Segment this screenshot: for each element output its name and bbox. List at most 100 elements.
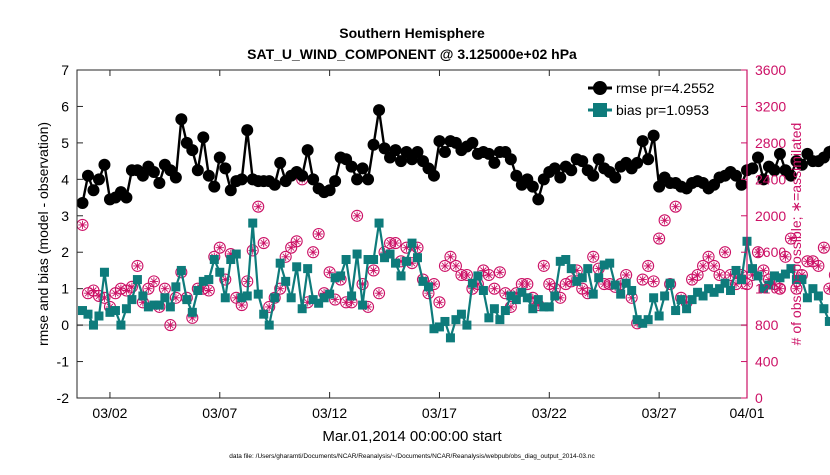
rmse-point	[170, 172, 182, 184]
rmse-point	[203, 170, 215, 182]
rmse-point	[87, 184, 99, 196]
assimilated-obs-point	[287, 244, 295, 252]
bias-point	[336, 271, 345, 280]
bias-point	[484, 313, 493, 322]
rmse-point	[148, 166, 160, 178]
bias-point	[501, 306, 510, 315]
bias-point	[402, 257, 411, 266]
assimilated-obs-point	[671, 203, 679, 211]
x-tick-label: 04/01	[729, 405, 764, 421]
rmse-point	[390, 144, 402, 156]
bias-point	[210, 255, 219, 264]
bias-point	[655, 312, 664, 321]
legend-rmse-marker	[593, 81, 607, 95]
assimilated-obs-point	[523, 280, 531, 288]
bias-point	[523, 293, 532, 302]
rmse-point	[587, 170, 599, 182]
y-tick-label-left: 5	[61, 135, 69, 151]
rmse-point	[362, 173, 374, 185]
bias-point	[342, 255, 351, 264]
assimilated-obs-point	[260, 239, 268, 247]
bias-point	[248, 219, 257, 228]
assimilated-obs-point	[688, 275, 696, 283]
bias-point	[424, 282, 433, 291]
bias-point	[408, 239, 417, 248]
bias-point	[649, 293, 658, 302]
bias-point	[221, 293, 230, 302]
assimilated-obs-point	[693, 271, 701, 279]
rmse-point	[736, 179, 748, 191]
x-tick-label: 03/07	[202, 405, 237, 421]
bias-point	[589, 290, 598, 299]
rmse-point	[274, 157, 286, 169]
rmse-point	[351, 173, 363, 185]
rmse-point	[346, 161, 358, 173]
bias-point	[677, 295, 686, 304]
bias-point	[127, 295, 136, 304]
bias-point	[188, 308, 197, 317]
bias-point	[732, 266, 741, 275]
rmse-point	[241, 124, 253, 136]
assimilated-obs-point	[166, 321, 174, 329]
bias-point	[133, 275, 142, 284]
bias-point	[358, 301, 367, 310]
assimilated-obs-point	[391, 239, 399, 247]
bias-point	[83, 310, 92, 319]
y-tick-label-right: 3200	[755, 98, 786, 114]
chart-subtitle: SAT_U_WIND_COMPONENT @ 3.125000e+02 hPa	[247, 46, 577, 62]
assimilated-obs-point	[133, 262, 141, 270]
bias-point	[671, 306, 680, 315]
rmse-point	[236, 173, 248, 185]
bias-point	[89, 321, 98, 330]
bias-point	[644, 315, 653, 324]
assimilated-obs-point	[485, 271, 493, 279]
bias-point	[386, 250, 395, 259]
assimilated-obs-point	[699, 262, 707, 270]
bias-point	[177, 266, 186, 275]
y-tick-label-left: 6	[61, 98, 69, 114]
assimilated-obs-point	[78, 221, 86, 229]
assimilated-obs-point	[122, 286, 130, 294]
bias-point	[265, 321, 274, 330]
bias-point	[111, 306, 120, 315]
bias-point	[660, 291, 669, 300]
bias-point	[391, 259, 400, 268]
rmse-point	[175, 113, 187, 125]
y-tick-label-right: 2400	[755, 171, 786, 187]
bias-point	[193, 286, 202, 295]
assimilated-obs-point	[150, 277, 158, 285]
x-tick-label: 03/22	[532, 405, 567, 421]
bias-point	[726, 286, 735, 295]
bias-point	[495, 315, 504, 324]
bias-point	[457, 310, 466, 319]
bias-point	[528, 304, 537, 313]
rmse-point	[76, 197, 88, 209]
legend-bias-marker	[593, 103, 607, 117]
bias-point	[204, 275, 213, 284]
bias-point	[138, 291, 147, 300]
rmse-point	[82, 170, 94, 182]
y-tick-label-right: 3600	[755, 62, 786, 78]
rmse-point	[488, 157, 500, 169]
y-tick-label-left: 7	[61, 62, 69, 78]
assimilated-obs-point	[353, 212, 361, 220]
bias-point	[166, 302, 175, 311]
rmse-point	[466, 137, 478, 149]
bias-point	[440, 317, 449, 326]
bias-point	[611, 281, 620, 290]
rmse-point	[439, 146, 451, 158]
bias-point	[243, 291, 252, 300]
bias-point	[215, 268, 224, 277]
y-tick-label-left: 2	[61, 244, 69, 260]
bias-point	[819, 304, 828, 313]
y-tick-label-right: 2000	[755, 208, 786, 224]
rmse-point	[208, 181, 220, 193]
rmse-point	[428, 170, 440, 182]
rmse-point	[368, 139, 380, 151]
rmse-point	[120, 192, 132, 204]
bias-point	[259, 310, 268, 319]
bias-point	[567, 264, 576, 273]
y-tick-label-left: 4	[61, 171, 69, 187]
rmse-point	[357, 162, 369, 174]
